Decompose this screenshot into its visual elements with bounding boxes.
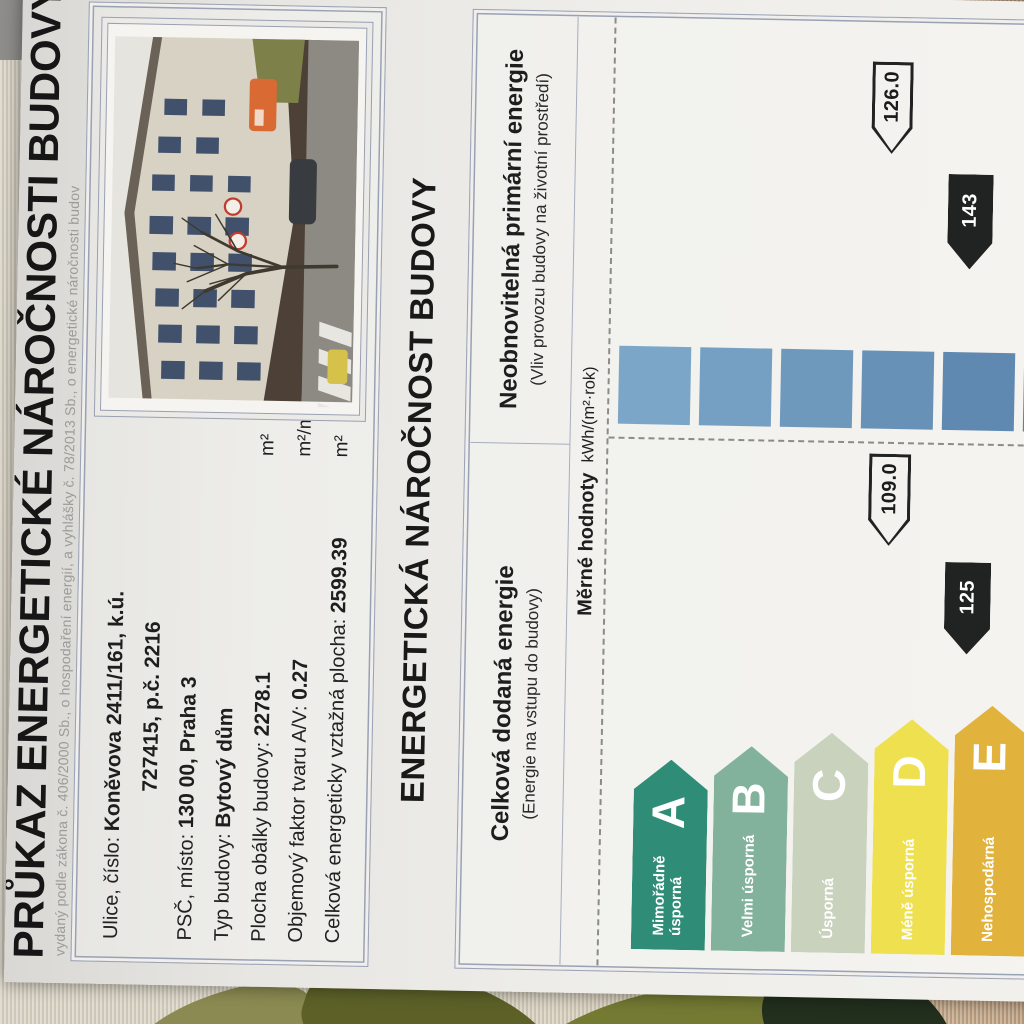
info-row-reference-area: Celková energeticky vztažná plocha: 2599… xyxy=(320,423,356,943)
tree xyxy=(173,213,339,310)
class-arrow-E: Nehospodárná E xyxy=(951,705,1024,956)
road xyxy=(301,39,360,403)
indicator-subtitle: (Vliv provozu budovy na životní prostřed… xyxy=(527,72,553,386)
info-row-street-2: 727415, p.č. 2216 xyxy=(135,420,171,940)
indicator-title: Neobnovitelná primární energie xyxy=(494,48,529,410)
building-info-box: Ulice, číslo: Koněvova 2411/161, k.ú. 72… xyxy=(70,1,387,967)
primary-scale-square xyxy=(779,348,854,429)
info-label: Typ budovy: xyxy=(210,833,235,942)
rating-graph: Mimořádně úsporná A Velmi úsporná B Úspo… xyxy=(598,15,1024,979)
info-row-city: PSČ, místo: 130 00, Praha 3 xyxy=(172,420,208,940)
info-unit: m² xyxy=(331,435,353,458)
indicator-subtitle: (Energie na vstupu do budovy) xyxy=(518,587,543,820)
class-letter: D xyxy=(882,754,936,790)
info-value: Koněvova 2411/161, k.ú. xyxy=(100,590,129,832)
value-text: 125 xyxy=(955,580,979,615)
info-row-building-type: Typ budovy: Bytový dům xyxy=(209,421,245,941)
building-photo xyxy=(108,36,360,408)
header-delivered-energy: Celková dodaná energie (Energie na vstup… xyxy=(460,441,570,965)
value-text: 143 xyxy=(958,193,982,228)
info-label: Objemový faktor tvaru A/V: xyxy=(284,705,312,943)
van-window xyxy=(254,109,264,126)
info-value: 0.27 xyxy=(288,658,313,701)
class-label: Úsporná xyxy=(818,877,837,939)
building-photo-frame xyxy=(93,16,374,422)
class-label: Nehospodárná xyxy=(978,836,998,943)
building-windows xyxy=(149,98,261,381)
class-letter: C xyxy=(802,768,856,803)
info-label: Ulice, číslo: xyxy=(99,836,124,940)
class-letter: E xyxy=(963,741,1016,774)
primary-scale-square xyxy=(698,347,773,427)
column-divider-dashed xyxy=(608,436,1024,450)
info-unit: m² xyxy=(257,433,279,457)
value-arrow-delivered-specific: 109.0 xyxy=(868,454,912,547)
yellow-object xyxy=(327,349,348,385)
value-arrow-primary-specific: 126.0 xyxy=(871,62,914,155)
info-value: 2599.39 xyxy=(327,537,352,614)
energy-rating-box: Celková dodaná energie (Energie na vstup… xyxy=(454,8,1024,983)
info-row-street: Ulice, číslo: Koněvova 2411/161, k.ú. xyxy=(98,419,134,940)
units-label: Měrné hodnoty xyxy=(573,472,599,617)
value-text: 126.0 xyxy=(880,70,904,123)
value-arrow-delivered-building: 125 xyxy=(943,562,991,655)
indicator-title: Celková dodaná energie xyxy=(486,565,519,842)
section-heading: ENERGETICKÁ NÁROČNOST BUDOVY xyxy=(393,176,443,804)
info-label: Plocha obálky budovy: xyxy=(247,741,274,943)
info-value: 2278.1 xyxy=(250,671,275,737)
certificate-page: PRŮKAZ ENERGETICKÉ NÁROČNOSTI BUDOVY vyd… xyxy=(4,0,1024,1004)
value-text: 109.0 xyxy=(877,462,901,515)
address-block: Ulice, číslo: Koněvova 2411/161, k.ú. 72… xyxy=(98,407,367,944)
info-label: PSČ, místo: xyxy=(173,833,198,941)
building-roof xyxy=(124,36,163,399)
units-value: kWh/(m²·rok) xyxy=(578,366,599,463)
info-value: 727415, p.č. 2216 xyxy=(138,621,165,792)
class-arrow-D: Méně úsporná D xyxy=(871,719,949,955)
class-label: Velmi úsporná xyxy=(738,834,758,938)
info-value: 130 00, Praha 3 xyxy=(174,676,201,829)
indicator-headers: Celková dodaná energie (Energie na vstup… xyxy=(460,14,579,965)
info-row-av-factor: Objemový faktor tvaru A/V: 0.27 m²/m³ xyxy=(283,407,319,943)
class-arrow-B: Velmi úsporná B xyxy=(711,746,789,952)
class-label: Mimořádně úsporná xyxy=(650,855,686,937)
primary-scale-square xyxy=(860,350,935,430)
header-primary-energy: Neobnovitelná primární energie (Vliv pro… xyxy=(470,15,577,443)
class-letter: B xyxy=(722,781,775,816)
class-arrow-A: Mimořádně úsporná A xyxy=(631,759,709,950)
class-arrow-C: Úsporná C xyxy=(791,732,869,953)
dark-car xyxy=(288,159,317,225)
info-row-envelope-area: Plocha obálky budovy: 2278.1 m² xyxy=(246,422,282,942)
info-value: Bytový dům xyxy=(212,707,238,828)
info-label: Celková energeticky vztažná plocha: xyxy=(321,618,351,944)
class-letter: A xyxy=(641,795,695,830)
primary-scale-square xyxy=(941,351,1016,432)
primary-scale-square xyxy=(617,345,692,426)
value-arrow-primary-building: 143 xyxy=(947,174,994,270)
road-sign xyxy=(223,197,243,216)
class-label: Méně úsporná xyxy=(898,838,918,941)
